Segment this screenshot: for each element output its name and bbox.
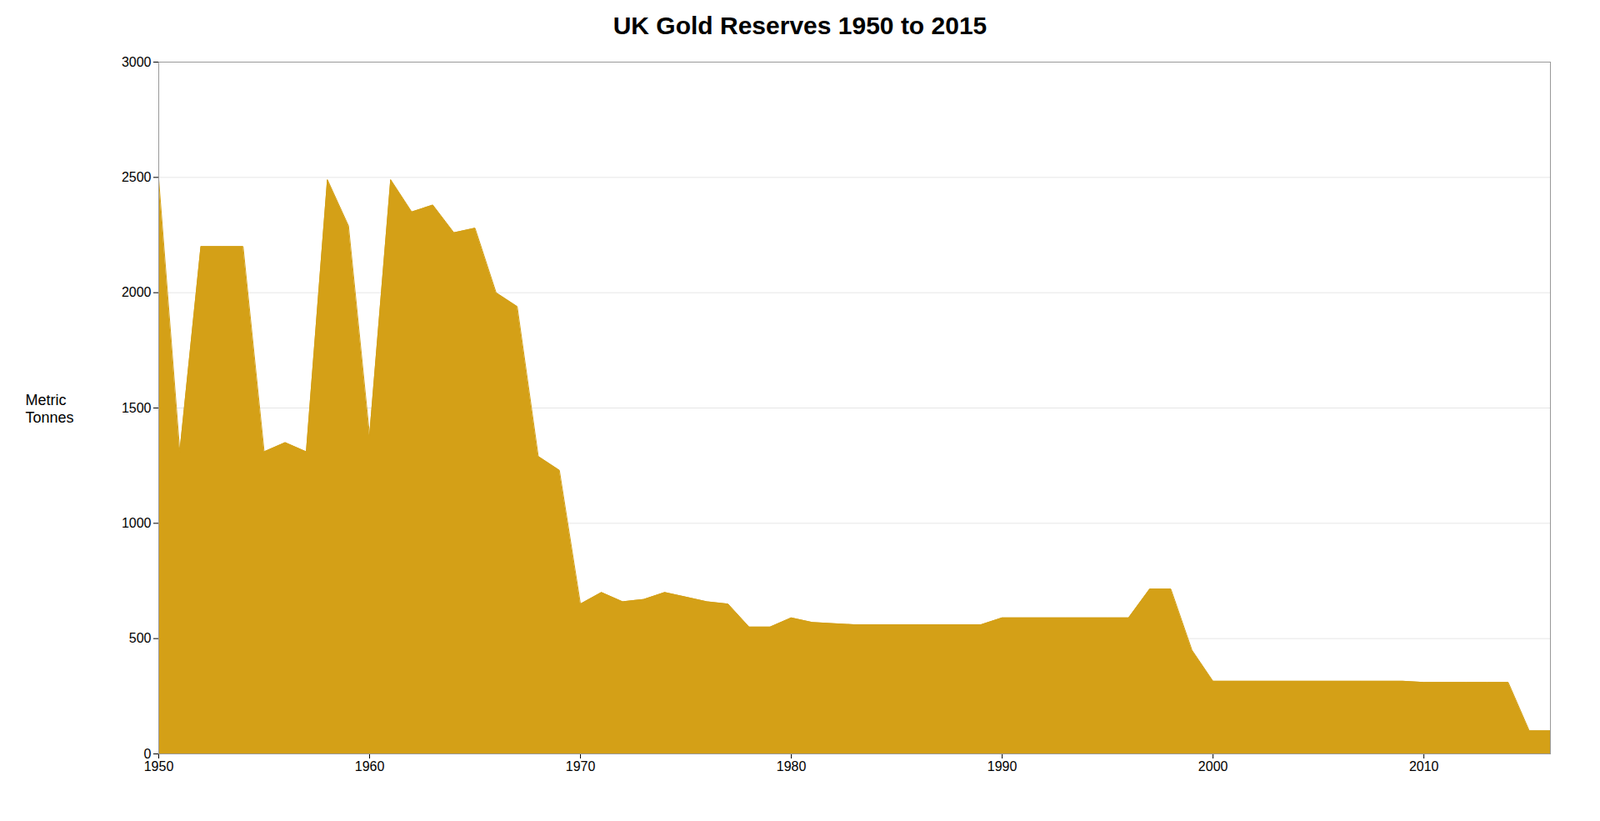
svg-text:2500: 2500 xyxy=(121,170,152,185)
svg-text:1000: 1000 xyxy=(121,515,152,530)
svg-text:1960: 1960 xyxy=(355,759,385,774)
svg-text:1500: 1500 xyxy=(121,400,152,415)
svg-text:2010: 2010 xyxy=(1409,759,1440,774)
svg-text:1950: 1950 xyxy=(144,759,175,774)
html-text:UK Gold Reserves 1950 to 2015: UK Gold Reserves 1950 to 2015 xyxy=(613,11,987,40)
svg-text:1970: 1970 xyxy=(565,759,596,774)
svg-text:2000: 2000 xyxy=(121,285,152,300)
svg-text:3000: 3000 xyxy=(121,55,152,70)
svg-text:2000: 2000 xyxy=(1198,759,1229,774)
svg-text:0: 0 xyxy=(143,746,152,761)
svg-text:1990: 1990 xyxy=(987,759,1018,774)
svg-text:1980: 1980 xyxy=(776,759,807,774)
svg-text:MetricTonnes: MetricTonnes xyxy=(25,391,75,427)
svg-text:500: 500 xyxy=(129,630,152,645)
